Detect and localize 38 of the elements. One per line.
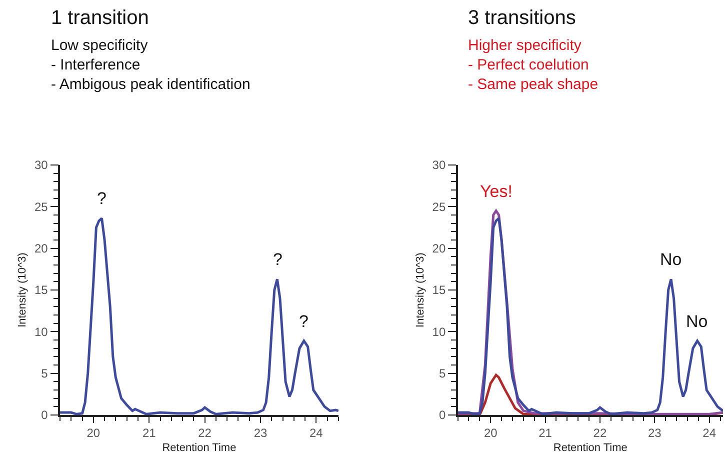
annotation: ? <box>97 189 106 208</box>
y-tick-label: 20 <box>34 242 48 256</box>
x-tick-label: 22 <box>593 426 607 440</box>
y-tick-label: 10 <box>34 324 48 339</box>
y-axis-title: Intensity (10^3) <box>16 252 29 328</box>
y-tick-label: 25 <box>432 200 446 214</box>
y-tick-label: 5 <box>41 366 48 381</box>
chart-subtitle: Higher specificity - Perfect coelution - Same peak shape <box>468 37 598 93</box>
annotation: ? <box>299 312 308 331</box>
x-tick-label: 23 <box>254 426 268 440</box>
y-tick-label: 15 <box>432 283 446 298</box>
annotation: ? <box>273 250 282 269</box>
x-axis-title: Retention Time <box>553 442 628 454</box>
chart-title: 3 transitions <box>468 7 576 29</box>
annotation: No <box>660 250 682 269</box>
x-tick-label: 21 <box>142 426 156 440</box>
y-tick-label: 30 <box>432 158 446 172</box>
annotation: No <box>686 312 708 331</box>
x-tick-label: 20 <box>484 426 498 440</box>
x-tick-label: 22 <box>198 426 212 440</box>
x-tick-label: 24 <box>310 426 324 440</box>
chart-subtitle: Low specificity - Interference - Ambigous peak identification <box>51 37 250 93</box>
y-tick-label: 10 <box>432 324 446 339</box>
y-tick-label: 0 <box>438 408 446 422</box>
y-tick-label: 0 <box>41 408 48 422</box>
x-tick-label: 21 <box>538 426 552 440</box>
x-tick-label: 20 <box>86 426 100 440</box>
x-axis-title: Retention Time <box>162 442 236 454</box>
x-tick-label: 23 <box>648 426 662 440</box>
x-tick-label: 24 <box>702 426 716 440</box>
y-tick-label: 25 <box>34 200 48 214</box>
chart-title: 1 transition <box>51 7 149 29</box>
annotation: Yes! <box>480 182 512 201</box>
y-tick-label: 30 <box>34 158 48 172</box>
y-tick-label: 15 <box>34 283 48 298</box>
y-tick-label: 5 <box>438 366 446 381</box>
y-tick-label: 20 <box>432 242 446 256</box>
y-axis-title: Intensity (10^3) <box>414 252 426 328</box>
